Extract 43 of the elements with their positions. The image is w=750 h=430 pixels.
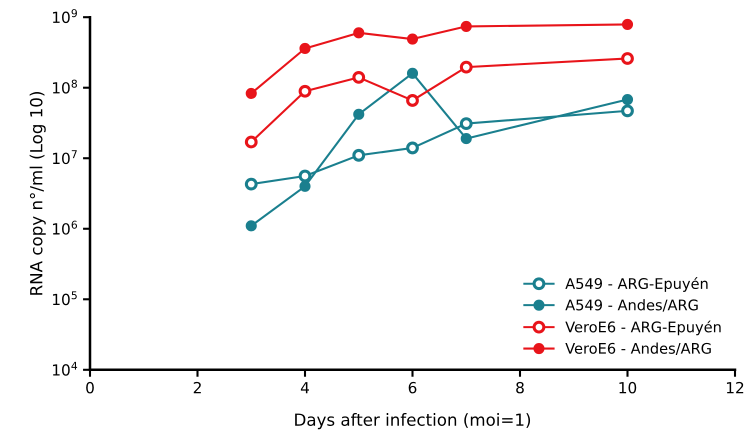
point: [621, 52, 634, 65]
point: [460, 20, 472, 32]
y-tick-label: 10$^{4}$: [52, 362, 78, 376]
legend-label: VeroE6 - ARG-Epuyén: [565, 320, 721, 336]
x-tick-label: 12: [726, 382, 744, 394]
point: [352, 71, 366, 84]
y-axis-title: RNA copy n°/ml (Log 10): [30, 92, 46, 295]
x-axis-title: Days after infection (moi=1): [295, 413, 530, 430]
point: [244, 136, 258, 148]
point: [298, 84, 312, 98]
point: [246, 220, 257, 232]
legend-label: A549 - Andes/ARG: [565, 299, 698, 312]
point: [299, 180, 311, 192]
point: [244, 178, 258, 190]
point: [622, 18, 634, 30]
point: [460, 117, 473, 130]
x-tick-label: 10: [619, 382, 636, 394]
y-tick-label: 10$^{7}$: [52, 150, 77, 164]
y-tick-label: 10$^{5}$: [52, 291, 77, 306]
point: [406, 142, 419, 154]
y-tick-label: 10$^{6}$: [52, 220, 78, 235]
point: [621, 104, 634, 118]
legend-label: A549 - ARG-Epuyén: [565, 277, 708, 292]
x-tick-label: 2: [194, 382, 201, 394]
x-tick-label: 8: [516, 382, 524, 394]
point: [353, 108, 364, 120]
point: [406, 68, 418, 79]
x-tick-label: 4: [300, 382, 310, 394]
x-tick-label: 0: [86, 382, 94, 394]
point: [406, 33, 418, 45]
legend-label: VeroE6 - Andes/ARG: [565, 342, 711, 355]
point: [460, 133, 472, 144]
point: [352, 148, 366, 162]
point: [460, 60, 473, 74]
y-tick-label: 10$^{8}$: [52, 80, 77, 94]
x-tick-label: 6: [408, 382, 416, 394]
point: [299, 42, 311, 54]
point: [622, 94, 634, 106]
point: [246, 88, 257, 99]
y-tick-label: 10$^{9}$: [52, 9, 77, 24]
point: [353, 27, 364, 38]
point: [406, 94, 419, 107]
point: [298, 170, 312, 182]
